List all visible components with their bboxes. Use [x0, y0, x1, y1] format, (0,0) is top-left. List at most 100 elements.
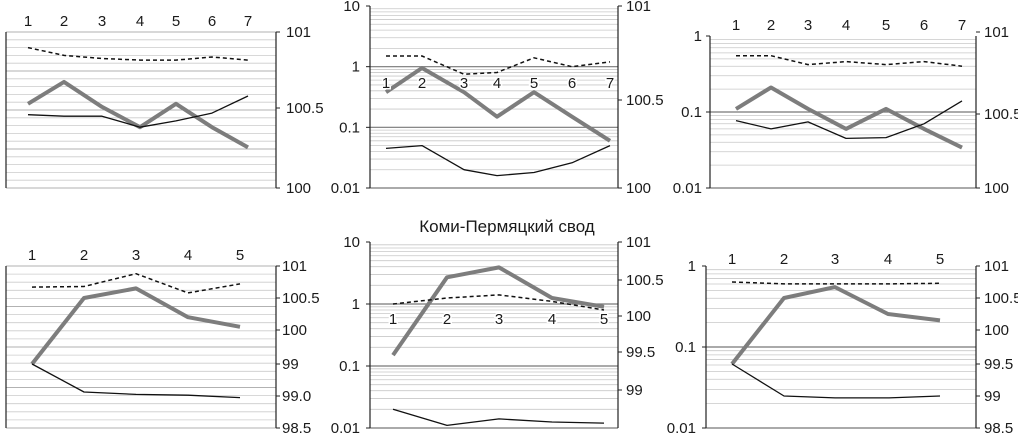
right-tick-label: 99.5 [984, 356, 1013, 373]
category-label: 3 [132, 247, 140, 264]
category-label: 4 [184, 247, 192, 264]
grid [370, 8, 618, 189]
right-tick-label: 99 [626, 382, 643, 399]
series-line-dashed-black [386, 55, 611, 75]
left-tick-label: 1 [694, 28, 702, 45]
right-tick-label: 100.5 [282, 290, 320, 307]
category-label: 1 [728, 251, 736, 268]
right-tick-label: 100.5 [984, 290, 1018, 307]
category-label: 7 [244, 13, 252, 30]
right-tick-label: 101 [984, 258, 1009, 275]
series-line-thick-gray [30, 286, 241, 366]
category-label: 1 [732, 17, 740, 34]
right-tick-label: 99.0 [282, 388, 311, 405]
series-line-dashed-black [31, 272, 241, 294]
category-label: 1 [389, 311, 397, 328]
category-label: 4 [548, 311, 556, 328]
right-tick-label: 100 [286, 180, 311, 197]
chart-panel-6: 0.01 0.1 1 98.5 99 99.5 100 100.5 101 1 2 3 4 5 [667, 250, 1018, 435]
right-tick-label: 101 [282, 258, 307, 275]
right-tick-label: 99 [282, 356, 299, 373]
category-label: 3 [831, 251, 839, 268]
left-tick-label: 0.1 [339, 119, 360, 136]
series-line-thick-gray [391, 265, 605, 357]
right-tick-label: 100.5 [626, 92, 664, 109]
left-tick-label: 10 [343, 234, 360, 251]
right-tick-label: 101 [626, 0, 651, 15]
category-label: 1 [382, 75, 390, 92]
right-tick-label: 99.5 [626, 344, 655, 361]
category-label: 5 [882, 17, 890, 34]
category-label: 5 [530, 75, 538, 92]
right-tick-label: 100.5 [286, 100, 324, 117]
left-tick-label: 0.1 [681, 104, 702, 121]
chart-panel-4: 98.5 99.0 99 100 100.5 101 1 2 3 4 5 [5, 246, 320, 435]
series-line-thin-black [385, 144, 611, 177]
category-label: 2 [443, 311, 451, 328]
left-tick-label: 0.1 [339, 358, 360, 375]
right-tick-label: 100 [626, 180, 651, 197]
category-label: 7 [606, 75, 614, 92]
category-label: 6 [208, 13, 216, 30]
right-tick-label: 100 [626, 308, 651, 325]
category-label: 5 [600, 311, 608, 328]
left-tick-label: 10 [343, 0, 360, 15]
category-label: 5 [236, 247, 244, 264]
category-label: 3 [495, 311, 503, 328]
series-line-thick-gray [730, 285, 941, 366]
right-tick-label: 98.5 [282, 420, 311, 435]
category-label: 1 [24, 13, 32, 30]
series-line-dashed-black [27, 46, 249, 61]
chart-panel-3: 0.01 0.1 1 100 100.5 101 1 2 3 4 5 6 7 [673, 16, 1018, 198]
category-label: 7 [958, 17, 966, 34]
chart-caption: Коми-Пермяцкий свод [419, 217, 595, 236]
category-label: 6 [920, 17, 928, 34]
series-line-thin-black [31, 363, 241, 399]
grid [6, 31, 276, 189]
left-tick-label: 1 [352, 59, 360, 76]
chart-panel-1: 100 100.5 101 1 2 3 4 5 6 7 [5, 12, 324, 197]
series-line-thin-black [731, 363, 941, 399]
grid [370, 244, 618, 429]
grid [710, 39, 976, 189]
series-line-thick-gray [384, 66, 612, 143]
right-tick-label: 100 [282, 322, 307, 339]
series-line-dashed-black [736, 54, 963, 67]
category-label: 2 [418, 75, 426, 92]
category-label: 2 [767, 17, 775, 34]
left-tick-label: 0.01 [667, 420, 696, 435]
grid [6, 265, 276, 429]
right-tick-label: 100.5 [626, 272, 664, 289]
category-label: 5 [172, 13, 180, 30]
series-line-thin-black [392, 408, 605, 427]
series-line-thin-black [27, 95, 249, 128]
left-tick-label: 0.01 [673, 180, 702, 197]
right-tick-label: 101 [626, 234, 651, 251]
right-tick-label: 100 [984, 322, 1009, 339]
right-tick-label: 100 [984, 180, 1009, 197]
category-label: 3 [460, 75, 468, 92]
category-label: 2 [60, 13, 68, 30]
left-tick-label: 0.1 [675, 339, 696, 356]
series-line-thick-gray [26, 79, 249, 150]
series-line-thick-gray [734, 85, 963, 150]
left-tick-label: 1 [688, 258, 696, 275]
category-label: 4 [136, 13, 144, 30]
category-label: 1 [28, 247, 36, 264]
right-tick-label: 98.5 [984, 420, 1013, 435]
right-tick-label: 101 [984, 24, 1009, 41]
chart-panel-2: 0.01 0.1 1 10 100 100.5 101 1 2 3 4 5 6 7 [331, 0, 664, 197]
chart-panel-5: 0.01 0.1 1 10 99 99.5 100 100.5 101 1 2 3 4 5 [331, 234, 664, 435]
right-tick-label: 99 [984, 388, 1001, 405]
right-tick-label: 100.5 [984, 106, 1018, 123]
grid [706, 269, 976, 429]
category-label: 2 [80, 247, 88, 264]
category-label: 3 [98, 13, 106, 30]
left-tick-label: 0.01 [331, 420, 360, 435]
right-tick-label: 101 [286, 24, 311, 41]
category-label: 5 [936, 251, 944, 268]
left-tick-label: 0.01 [331, 180, 360, 197]
category-label: 4 [884, 251, 892, 268]
category-label: 4 [493, 75, 501, 92]
